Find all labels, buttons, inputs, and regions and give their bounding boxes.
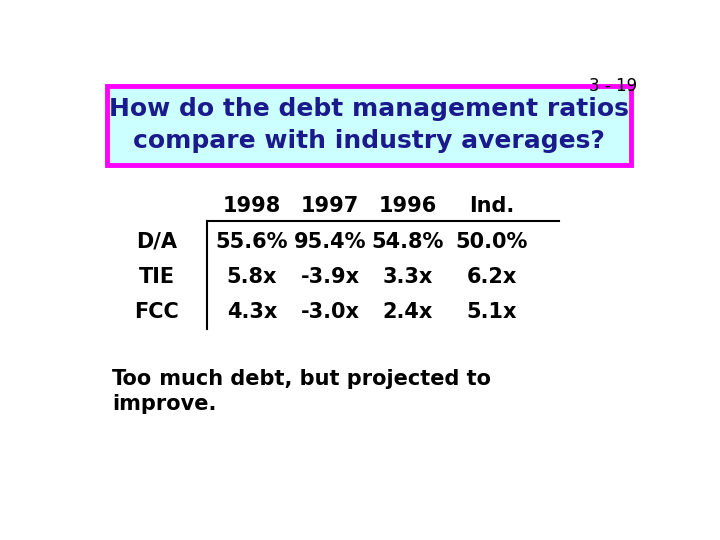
Text: 2.4x: 2.4x xyxy=(383,302,433,322)
Text: 6.2x: 6.2x xyxy=(467,267,517,287)
Text: -3.9x: -3.9x xyxy=(300,267,359,287)
Text: much debt, but projected to: much debt, but projected to xyxy=(153,369,492,389)
Text: 5.8x: 5.8x xyxy=(227,267,277,287)
Text: -3.0x: -3.0x xyxy=(300,302,359,322)
Text: Too: Too xyxy=(112,369,153,389)
Text: 3 - 19: 3 - 19 xyxy=(589,77,637,95)
Text: D/A: D/A xyxy=(137,232,177,252)
Text: 54.8%: 54.8% xyxy=(372,232,444,252)
Text: 1996: 1996 xyxy=(379,196,437,216)
Text: FCC: FCC xyxy=(135,302,179,322)
Text: 55.6%: 55.6% xyxy=(215,232,288,252)
Text: 95.4%: 95.4% xyxy=(294,232,366,252)
Text: 4.3x: 4.3x xyxy=(227,302,277,322)
Text: 50.0%: 50.0% xyxy=(456,232,528,252)
Text: 1997: 1997 xyxy=(301,196,359,216)
Text: TIE: TIE xyxy=(139,267,175,287)
Text: 5.1x: 5.1x xyxy=(467,302,517,322)
Text: improve.: improve. xyxy=(112,394,217,414)
Text: 1998: 1998 xyxy=(222,196,281,216)
Text: Ind.: Ind. xyxy=(469,196,514,216)
FancyBboxPatch shape xyxy=(107,85,631,165)
Text: 3.3x: 3.3x xyxy=(383,267,433,287)
Text: How do the debt management ratios
compare with industry averages?: How do the debt management ratios compar… xyxy=(109,97,629,153)
